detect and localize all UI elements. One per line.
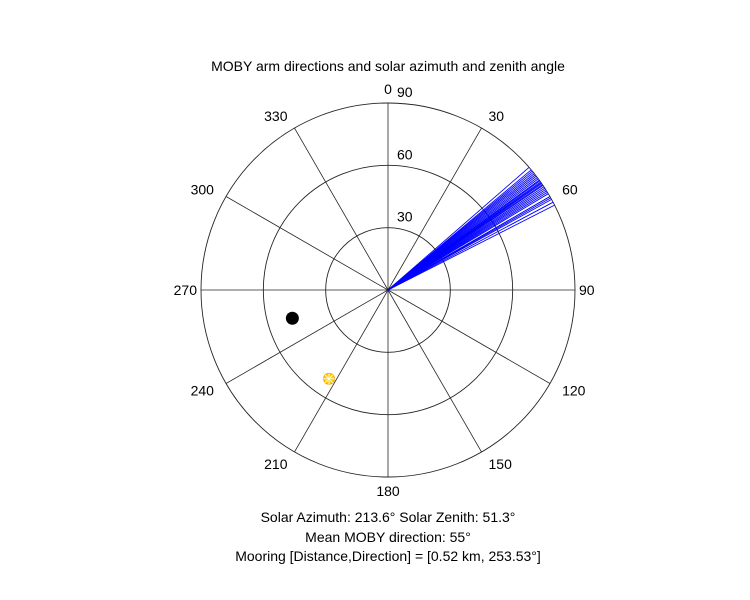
spoke-300 [225, 196, 389, 291]
sun-ray [324, 374, 330, 380]
arm-direction-line-0 [387, 166, 530, 291]
spoke-240 [225, 289, 389, 384]
polar-grid [200, 102, 576, 478]
range-ring-60 [262, 164, 514, 416]
arm-direction-line-21 [387, 193, 549, 291]
radial-tick-label: 90 [397, 84, 413, 100]
polar-labels: 0 30 60 90 120 150 180 210 240 270 300 330 30 60 90 [174, 81, 595, 499]
solar-info-label: Solar Azimuth: 213.6° Solar Zenith: 51.3… [260, 509, 516, 525]
chart-title: MOBY arm directions and solar azimuth an… [211, 58, 565, 74]
angle-tick-label: 30 [489, 108, 505, 124]
angle-tick-label: 90 [579, 282, 595, 298]
radial-tick-label: 60 [397, 146, 413, 162]
polar-marks [285, 166, 555, 385]
angle-tick-label: 300 [191, 182, 215, 198]
angle-tick-label: 150 [489, 456, 513, 472]
radial-tick-label: 30 [397, 209, 413, 225]
mean-direction-label: Mean MOBY direction: 55° [305, 529, 471, 545]
mooring-point [285, 311, 299, 325]
spoke-210 [294, 289, 389, 453]
sun-ray [328, 374, 334, 380]
spoke-150 [387, 289, 482, 453]
angle-tick-label: 0 [384, 81, 392, 97]
arm-direction-line-24 [387, 198, 552, 291]
range-ring-90 [200, 102, 576, 478]
angle-tick-label: 180 [376, 483, 400, 499]
arm-direction-line-25 [387, 201, 554, 291]
angle-tick-label: 120 [562, 383, 586, 399]
mooring-info-label: Mooring [Distance,Direction] = [0.52 km,… [235, 548, 541, 564]
angle-tick-label: 330 [264, 108, 288, 124]
spoke-330 [294, 127, 389, 291]
angle-tick-label: 210 [264, 456, 288, 472]
angle-tick-label: 240 [191, 383, 215, 399]
angle-tick-label: 270 [174, 282, 198, 298]
range-ring-30 [325, 227, 451, 353]
sun-ray [324, 378, 330, 383]
angle-tick-label: 60 [562, 182, 578, 198]
spoke-120 [387, 289, 551, 384]
arm-direction-line-26 [387, 204, 555, 291]
sun-ray [328, 378, 334, 383]
spoke-30 [387, 127, 482, 291]
sun-marker [323, 372, 335, 385]
